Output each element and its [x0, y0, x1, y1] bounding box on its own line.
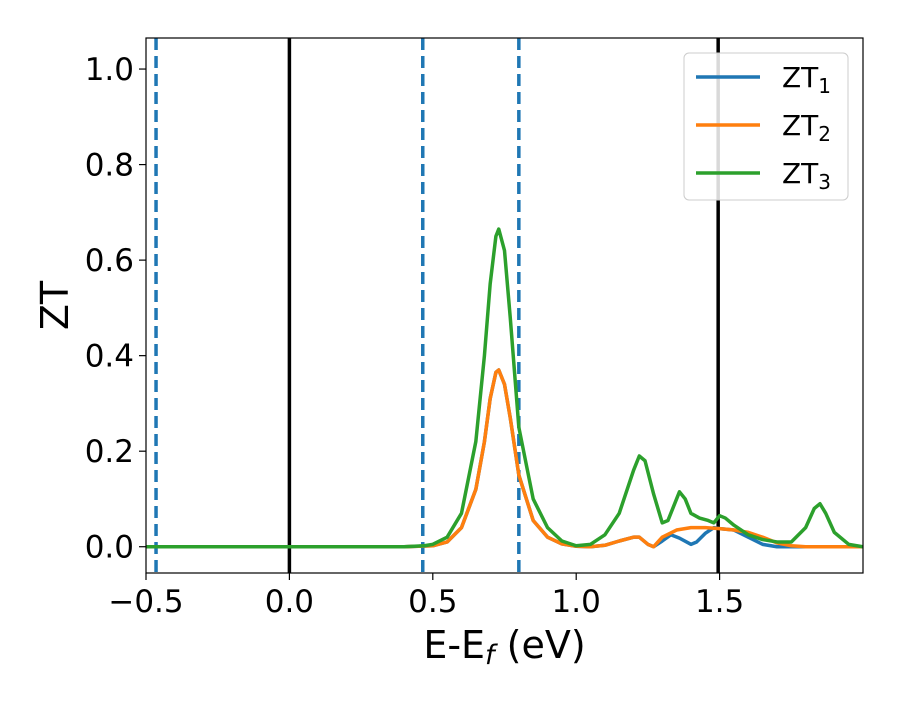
- y-tick-label: 0.0: [85, 530, 134, 566]
- axes-frame: [145, 37, 864, 574]
- x-axis-label-main: E-E: [423, 623, 485, 667]
- legend-label-zt2: ZT2: [782, 109, 831, 146]
- legend-box: [683, 52, 849, 201]
- x-tick-label: 1.5: [695, 584, 744, 620]
- y-tick-label: 0.4: [85, 339, 134, 375]
- x-axis-label-unit: (eV): [495, 623, 586, 667]
- legend-label-main: ZT: [782, 109, 819, 142]
- legend-label-main: ZT: [782, 61, 819, 94]
- legend-label-subscript: 2: [818, 122, 831, 146]
- legend-label-main: ZT: [782, 157, 819, 190]
- series-line-zt3: [146, 227, 863, 549]
- x-tick-label: 0.0: [265, 584, 314, 620]
- legend-label-zt3: ZT3: [782, 157, 831, 194]
- y-axis-ticks: 0.0 0.2 0.4 0.6 0.8 1.0: [85, 52, 146, 566]
- x-axis-label: E-Ef (eV): [423, 623, 585, 671]
- legend-label-subscript: 1: [818, 74, 831, 98]
- x-tick-label: −0.5: [108, 584, 183, 620]
- y-axis-label: ZT: [33, 280, 77, 330]
- x-tick-label: 1.0: [552, 584, 601, 620]
- legend-label-zt1: ZT1: [782, 61, 831, 98]
- y-tick-label: 0.8: [85, 148, 134, 184]
- y-tick-label: 1.0: [85, 52, 134, 88]
- x-axis-ticks: −0.5 0.0 0.5 1.0 1.5: [108, 573, 744, 620]
- x-tick-label: 0.5: [408, 584, 457, 620]
- y-tick-label: 0.2: [85, 434, 134, 470]
- series-lines: [146, 227, 863, 549]
- legend-label-subscript: 3: [818, 170, 831, 194]
- y-tick-label: 0.6: [85, 243, 134, 279]
